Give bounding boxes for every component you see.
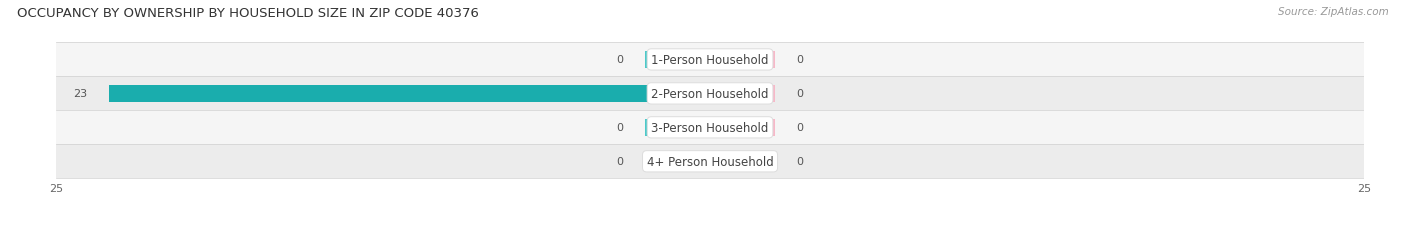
Bar [710,85,776,103]
Bar [710,153,776,170]
Text: 0: 0 [796,157,803,167]
Text: 0: 0 [796,123,803,133]
Bar [644,119,710,137]
Text: 0: 0 [796,55,803,65]
Text: 0: 0 [617,157,624,167]
Bar [710,119,776,137]
Bar [710,51,776,69]
Text: 0: 0 [617,55,624,65]
Text: 2-Person Household: 2-Person Household [651,88,769,100]
Text: 1-Person Household: 1-Person Household [651,54,769,67]
Text: Source: ZipAtlas.com: Source: ZipAtlas.com [1278,7,1389,17]
Bar [108,85,710,103]
Bar [56,77,1364,111]
Text: 4+ Person Household: 4+ Person Household [647,155,773,168]
Text: 0: 0 [617,123,624,133]
Bar [56,43,1364,77]
Text: 23: 23 [73,89,87,99]
Text: OCCUPANCY BY OWNERSHIP BY HOUSEHOLD SIZE IN ZIP CODE 40376: OCCUPANCY BY OWNERSHIP BY HOUSEHOLD SIZE… [17,7,479,20]
Text: 0: 0 [796,89,803,99]
Bar [644,51,710,69]
Bar [56,145,1364,179]
Text: 3-Person Household: 3-Person Household [651,121,769,134]
Bar [644,153,710,170]
Bar [56,111,1364,145]
